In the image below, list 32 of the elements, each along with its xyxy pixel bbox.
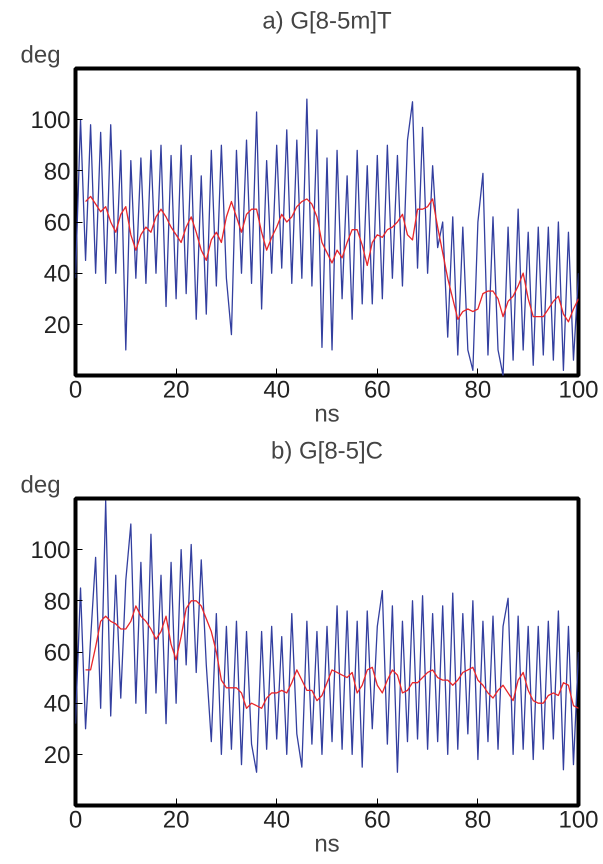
y-tick-label: 100 — [30, 107, 71, 134]
line-series — [84, 196, 578, 322]
y-axis-title: deg — [20, 472, 61, 498]
x-tick-label: 0 — [68, 376, 82, 404]
y-tick-label: 60 — [44, 210, 71, 236]
y-axis-title: deg — [20, 42, 61, 68]
x-axis-title: ns — [314, 400, 340, 428]
x-tick-label: 80 — [464, 806, 492, 834]
x-tick-label: 100 — [558, 376, 599, 404]
x-tick-label: 40 — [263, 376, 290, 404]
y-tick-label: 80 — [44, 588, 71, 616]
y-tick-label: 100 — [30, 537, 71, 564]
x-axis-title: ns — [314, 830, 340, 858]
y-tick-label: 20 — [44, 312, 71, 339]
line-series — [84, 600, 578, 709]
x-tick-label: 0 — [68, 806, 82, 834]
y-tick-label: 20 — [44, 742, 71, 769]
x-tick-label: 60 — [364, 806, 391, 834]
x-tick-label: 60 — [364, 376, 391, 404]
x-tick-label: 20 — [162, 376, 190, 404]
y-tick-label: 60 — [44, 640, 71, 666]
chart-title: a) G[8-5m]T — [262, 8, 392, 34]
x-tick-label: 80 — [464, 376, 492, 404]
line-series — [76, 98, 578, 376]
line-series — [76, 500, 578, 773]
y-tick-label: 40 — [44, 690, 71, 718]
chart-title: b) G[8-5]C — [270, 438, 384, 464]
x-tick-label: 40 — [263, 806, 290, 834]
y-tick-label: 40 — [44, 260, 71, 288]
x-tick-label: 20 — [162, 806, 190, 834]
y-tick-label: 80 — [44, 158, 71, 186]
x-tick-label: 100 — [558, 806, 599, 834]
